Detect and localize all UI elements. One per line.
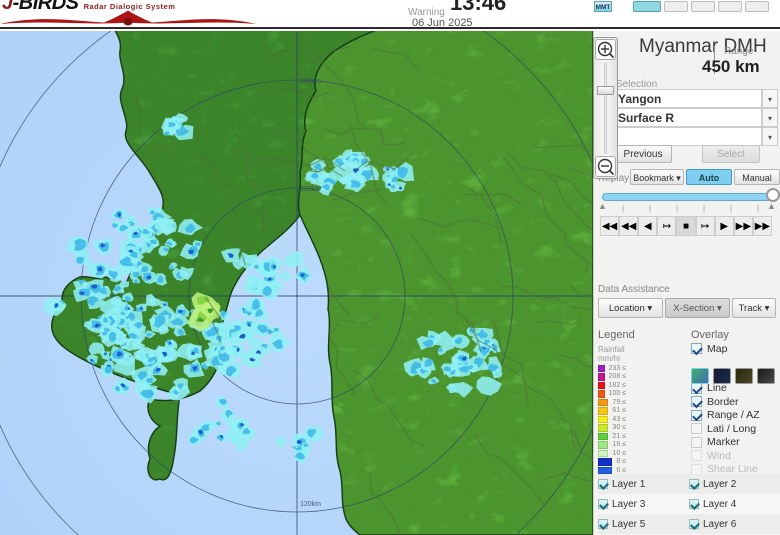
svg-text:120km: 120km	[300, 501, 321, 508]
svg-text:300km: 300km	[300, 78, 321, 85]
svg-text:120km: 120km	[300, 186, 321, 193]
